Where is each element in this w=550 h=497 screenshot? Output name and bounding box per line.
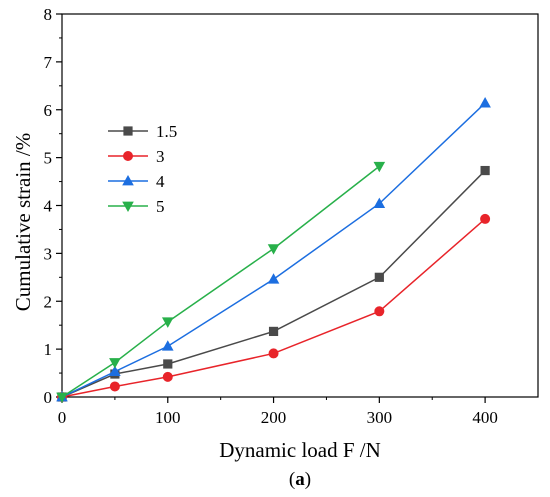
y-tick-label: 2 bbox=[44, 292, 53, 311]
data-point bbox=[109, 358, 121, 369]
legend-item-1.5: 1.5 bbox=[108, 122, 177, 141]
data-point bbox=[162, 371, 173, 382]
legend-marker bbox=[122, 175, 134, 186]
legend-item-3: 3 bbox=[108, 147, 165, 166]
series-layer bbox=[56, 97, 491, 403]
x-axis-title: Dynamic load F /N bbox=[219, 438, 381, 462]
y-tick-label: 8 bbox=[44, 5, 53, 24]
data-point bbox=[109, 381, 120, 392]
legend-marker bbox=[123, 126, 133, 136]
series-line bbox=[61, 102, 486, 398]
legend-label: 3 bbox=[156, 147, 165, 166]
series-line bbox=[61, 170, 486, 398]
series-line bbox=[61, 165, 380, 398]
data-point bbox=[480, 213, 491, 224]
data-point bbox=[480, 165, 490, 176]
y-axis: 0 1 2 3 4 5 6 7 8 bbox=[44, 5, 62, 407]
series-line bbox=[61, 218, 486, 398]
y-tick-label: 7 bbox=[44, 53, 53, 72]
series-1.5 bbox=[57, 165, 490, 402]
legend-marker bbox=[122, 201, 134, 212]
data-point bbox=[267, 244, 280, 255]
data-point bbox=[374, 272, 384, 282]
data-point bbox=[479, 97, 491, 108]
legend: 1.5 3 4 5 bbox=[108, 122, 177, 216]
y-tick-label: 4 bbox=[44, 197, 53, 216]
legend-label: 4 bbox=[156, 172, 165, 191]
y-tick-label: 6 bbox=[44, 101, 53, 120]
y-axis-title: Cumulative strain /% bbox=[11, 133, 35, 311]
legend-marker bbox=[123, 151, 133, 161]
data-point bbox=[56, 392, 68, 403]
y-tick-label: 5 bbox=[44, 149, 53, 168]
x-axis: 0 100 200 300 400 bbox=[58, 397, 498, 427]
y-tick-label: 3 bbox=[44, 244, 53, 263]
data-point bbox=[161, 317, 174, 328]
data-point bbox=[373, 161, 386, 173]
legend-item-4: 4 bbox=[108, 172, 165, 191]
x-tick-label: 400 bbox=[472, 408, 498, 427]
legend-label: 5 bbox=[156, 197, 165, 216]
x-tick-label: 300 bbox=[367, 408, 393, 427]
legend-label: 1.5 bbox=[156, 122, 177, 141]
data-point bbox=[268, 326, 279, 337]
x-tick-label: 200 bbox=[261, 408, 287, 427]
figure-caption: (a) bbox=[289, 469, 311, 490]
y-tick-label: 1 bbox=[44, 340, 53, 359]
data-point bbox=[161, 340, 174, 351]
data-point bbox=[374, 306, 385, 317]
data-point bbox=[267, 273, 280, 284]
legend-item-5: 5 bbox=[108, 197, 165, 216]
data-point bbox=[373, 197, 386, 208]
y-tick-label: 0 bbox=[44, 388, 53, 407]
data-point bbox=[268, 348, 279, 359]
x-tick-label: 100 bbox=[155, 408, 181, 427]
series-3 bbox=[57, 213, 491, 402]
x-tick-label: 0 bbox=[58, 408, 67, 427]
series-4 bbox=[56, 97, 491, 402]
series-5 bbox=[56, 161, 386, 403]
data-point bbox=[109, 365, 121, 377]
data-point bbox=[163, 359, 173, 369]
